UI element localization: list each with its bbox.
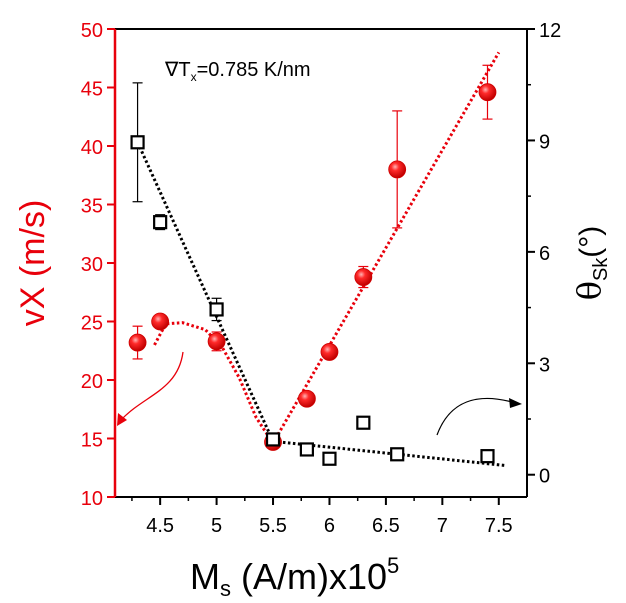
x-label-mid: (A/m)x10 [231, 556, 387, 597]
annotation-T: T [178, 59, 190, 81]
velocity-point [297, 389, 316, 408]
left-y-tick-label: 15 [81, 430, 103, 452]
x-label-main: M [190, 556, 220, 597]
right-axis-arrow [436, 397, 513, 436]
left-y-tick-label: 40 [81, 137, 103, 159]
right-y-axis-label: θSk(°) [570, 226, 612, 301]
angle-point [390, 447, 405, 462]
x-tick-label: 6 [324, 515, 335, 537]
angle-point [153, 215, 168, 230]
angle-point [299, 442, 314, 457]
angle-point [265, 432, 281, 447]
annotation-nabla: ∇ [164, 59, 179, 81]
x-label-sup: 5 [387, 553, 399, 578]
angle-point [322, 451, 337, 466]
right-y-tick-label: 12 [539, 20, 561, 42]
angle-point [209, 302, 224, 317]
x-tick-label: 4.5 [146, 515, 174, 537]
right-y-tick-label: 0 [539, 466, 550, 488]
x-tick-label: 5.5 [259, 515, 287, 537]
angle-fit-right [272, 439, 505, 467]
right-label-sub: Sk [590, 257, 612, 281]
velocity-point [207, 332, 226, 351]
left-y-tick-label: 25 [81, 313, 103, 335]
x-axis-label: Ms (A/m)x105 [190, 553, 399, 601]
angle-point [130, 135, 145, 150]
right-axis-arrowhead [509, 398, 522, 408]
angle-point [480, 449, 495, 464]
x-tick-label: 6.5 [372, 515, 400, 537]
left-axis-arrowhead [117, 413, 127, 426]
right-label-unit: (°) [574, 226, 607, 258]
left-axis-arrow [121, 351, 184, 420]
velocity-fit-right [271, 51, 501, 444]
annotation-subscript: x [191, 70, 197, 84]
right-y-tick-label: 9 [539, 131, 550, 153]
angle-point [356, 415, 371, 430]
velocity-point [478, 83, 497, 102]
velocity-point [151, 312, 170, 331]
left-y-tick-label: 10 [81, 488, 103, 510]
right-y-tick-label: 6 [539, 243, 550, 265]
left-y-tick-label: 50 [81, 20, 103, 42]
x-tick-label: 7.5 [485, 515, 513, 537]
right-label-theta: θ [570, 281, 608, 300]
angle-fit-left [136, 141, 275, 442]
x-tick-label: 7 [437, 515, 448, 537]
left-y-axis-label: vX (m/s) [14, 200, 52, 327]
x-label-sub: s [220, 576, 231, 601]
velocity-point [354, 268, 373, 286]
left-y-tick-label: 30 [81, 254, 103, 276]
velocity-point [320, 343, 339, 361]
left-y-tick-label: 45 [81, 79, 103, 101]
right-y-tick-label: 3 [539, 354, 550, 376]
velocity-point [388, 160, 407, 179]
left-y-tick-label: 20 [81, 371, 103, 393]
gradient-annotation: ∇Tx=0.785 K/nm [164, 59, 311, 84]
left-y-tick-label: 35 [81, 196, 103, 218]
annotation-value: =0.785 K/nm [197, 59, 311, 81]
velocity-point [128, 333, 147, 352]
x-tick-label: 5 [211, 515, 222, 537]
